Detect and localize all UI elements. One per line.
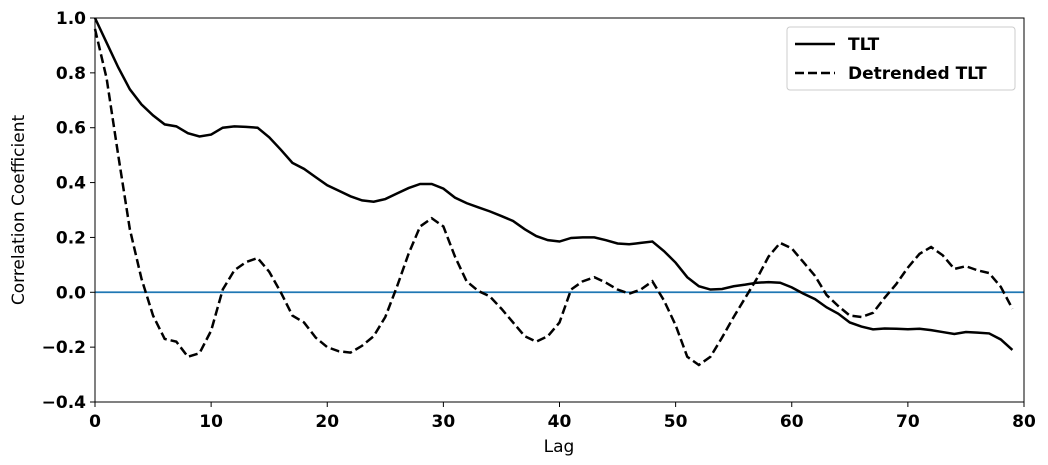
x-tick-label: 50 <box>664 412 688 432</box>
y-tick-label: 0.0 <box>56 283 86 303</box>
x-tick-label: 60 <box>780 412 804 432</box>
x-tick-label: 30 <box>432 412 456 432</box>
y-tick-label: 0.8 <box>56 64 86 84</box>
y-tick-label: −0.4 <box>42 393 87 413</box>
legend-label: Detrended TLT <box>848 64 987 84</box>
line-series <box>93 28 1014 367</box>
y-axis-label: Correlation Coefficient <box>9 115 29 306</box>
y-tick-label: 0.2 <box>56 228 86 248</box>
legend-label: TLT <box>848 35 880 55</box>
x-tick-label: 40 <box>548 412 572 432</box>
y-tick-label: 0.6 <box>56 119 86 139</box>
y-tick-label: 0.4 <box>56 174 86 194</box>
x-axis-label: Lag <box>544 437 575 457</box>
x-tick-label: 20 <box>315 412 339 432</box>
x-tick-label: 0 <box>89 412 101 432</box>
x-tick-label: 70 <box>896 412 920 432</box>
y-tick-label: 1.0 <box>56 9 86 29</box>
legend-box <box>786 26 1016 91</box>
x-tick-label: 10 <box>199 412 223 432</box>
line-series <box>93 17 1014 351</box>
y-tick-label: −0.2 <box>42 338 86 358</box>
x-tick-label: 80 <box>1012 412 1036 432</box>
